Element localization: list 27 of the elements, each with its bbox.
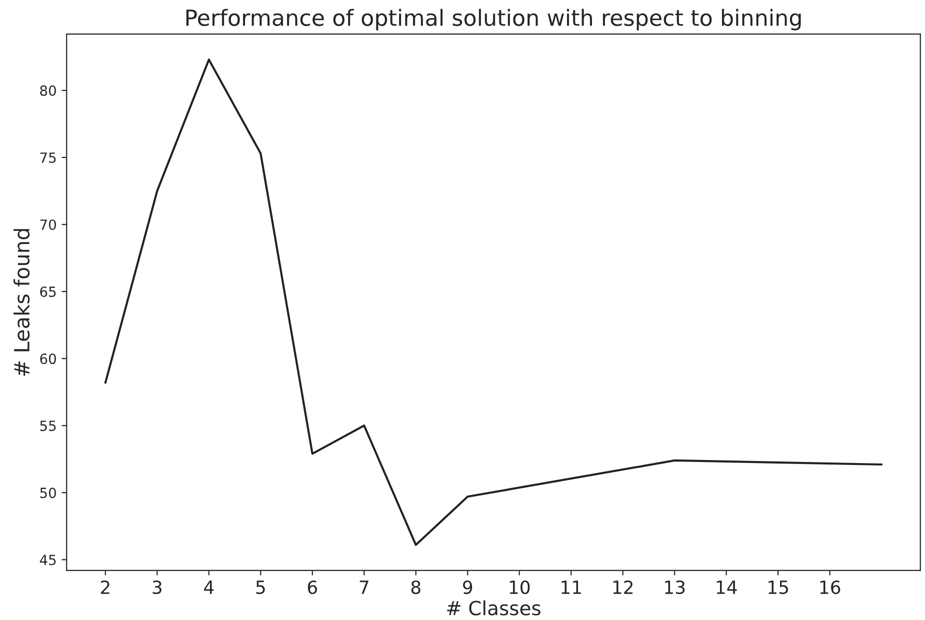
x-tick-label: 5 (256, 580, 265, 594)
y-tick-label: 80 (40, 85, 56, 96)
y-tick-label: 55 (40, 420, 56, 432)
y-tick-label: 75 (40, 152, 56, 163)
x-tick-label: 15 (768, 580, 788, 594)
y-tick-label: 45 (40, 554, 56, 566)
chart-title: Performance of optimal solution with respect to binning (186, 8, 801, 30)
line-series (104, 58, 883, 546)
x-axis-title: # Classes (447, 600, 540, 616)
y-tick-label: 70 (40, 219, 56, 230)
x-tick-label: 14 (716, 580, 737, 594)
x-tick-label: 9 (463, 580, 472, 594)
x-tick-label: 4 (204, 580, 214, 594)
x-tick-label: 6 (308, 580, 317, 594)
x-tick-label: 10 (510, 580, 530, 594)
x-tick-label: 7 (360, 580, 368, 594)
x-tick-label: 8 (411, 580, 420, 594)
x-tick-label: 11 (562, 580, 581, 594)
y-axis-title: # Leaks found (13, 229, 30, 376)
y-tick-label: 50 (40, 488, 56, 498)
x-tick-label: 3 (152, 580, 162, 594)
y-tick-label: 60 (40, 354, 56, 364)
x-tick-label: 12 (613, 580, 633, 594)
x-tick-label: 13 (665, 580, 685, 594)
x-tick-label: 2 (100, 580, 110, 594)
y-tick-label: 65 (40, 286, 56, 297)
x-tick-label: 16 (820, 580, 840, 594)
